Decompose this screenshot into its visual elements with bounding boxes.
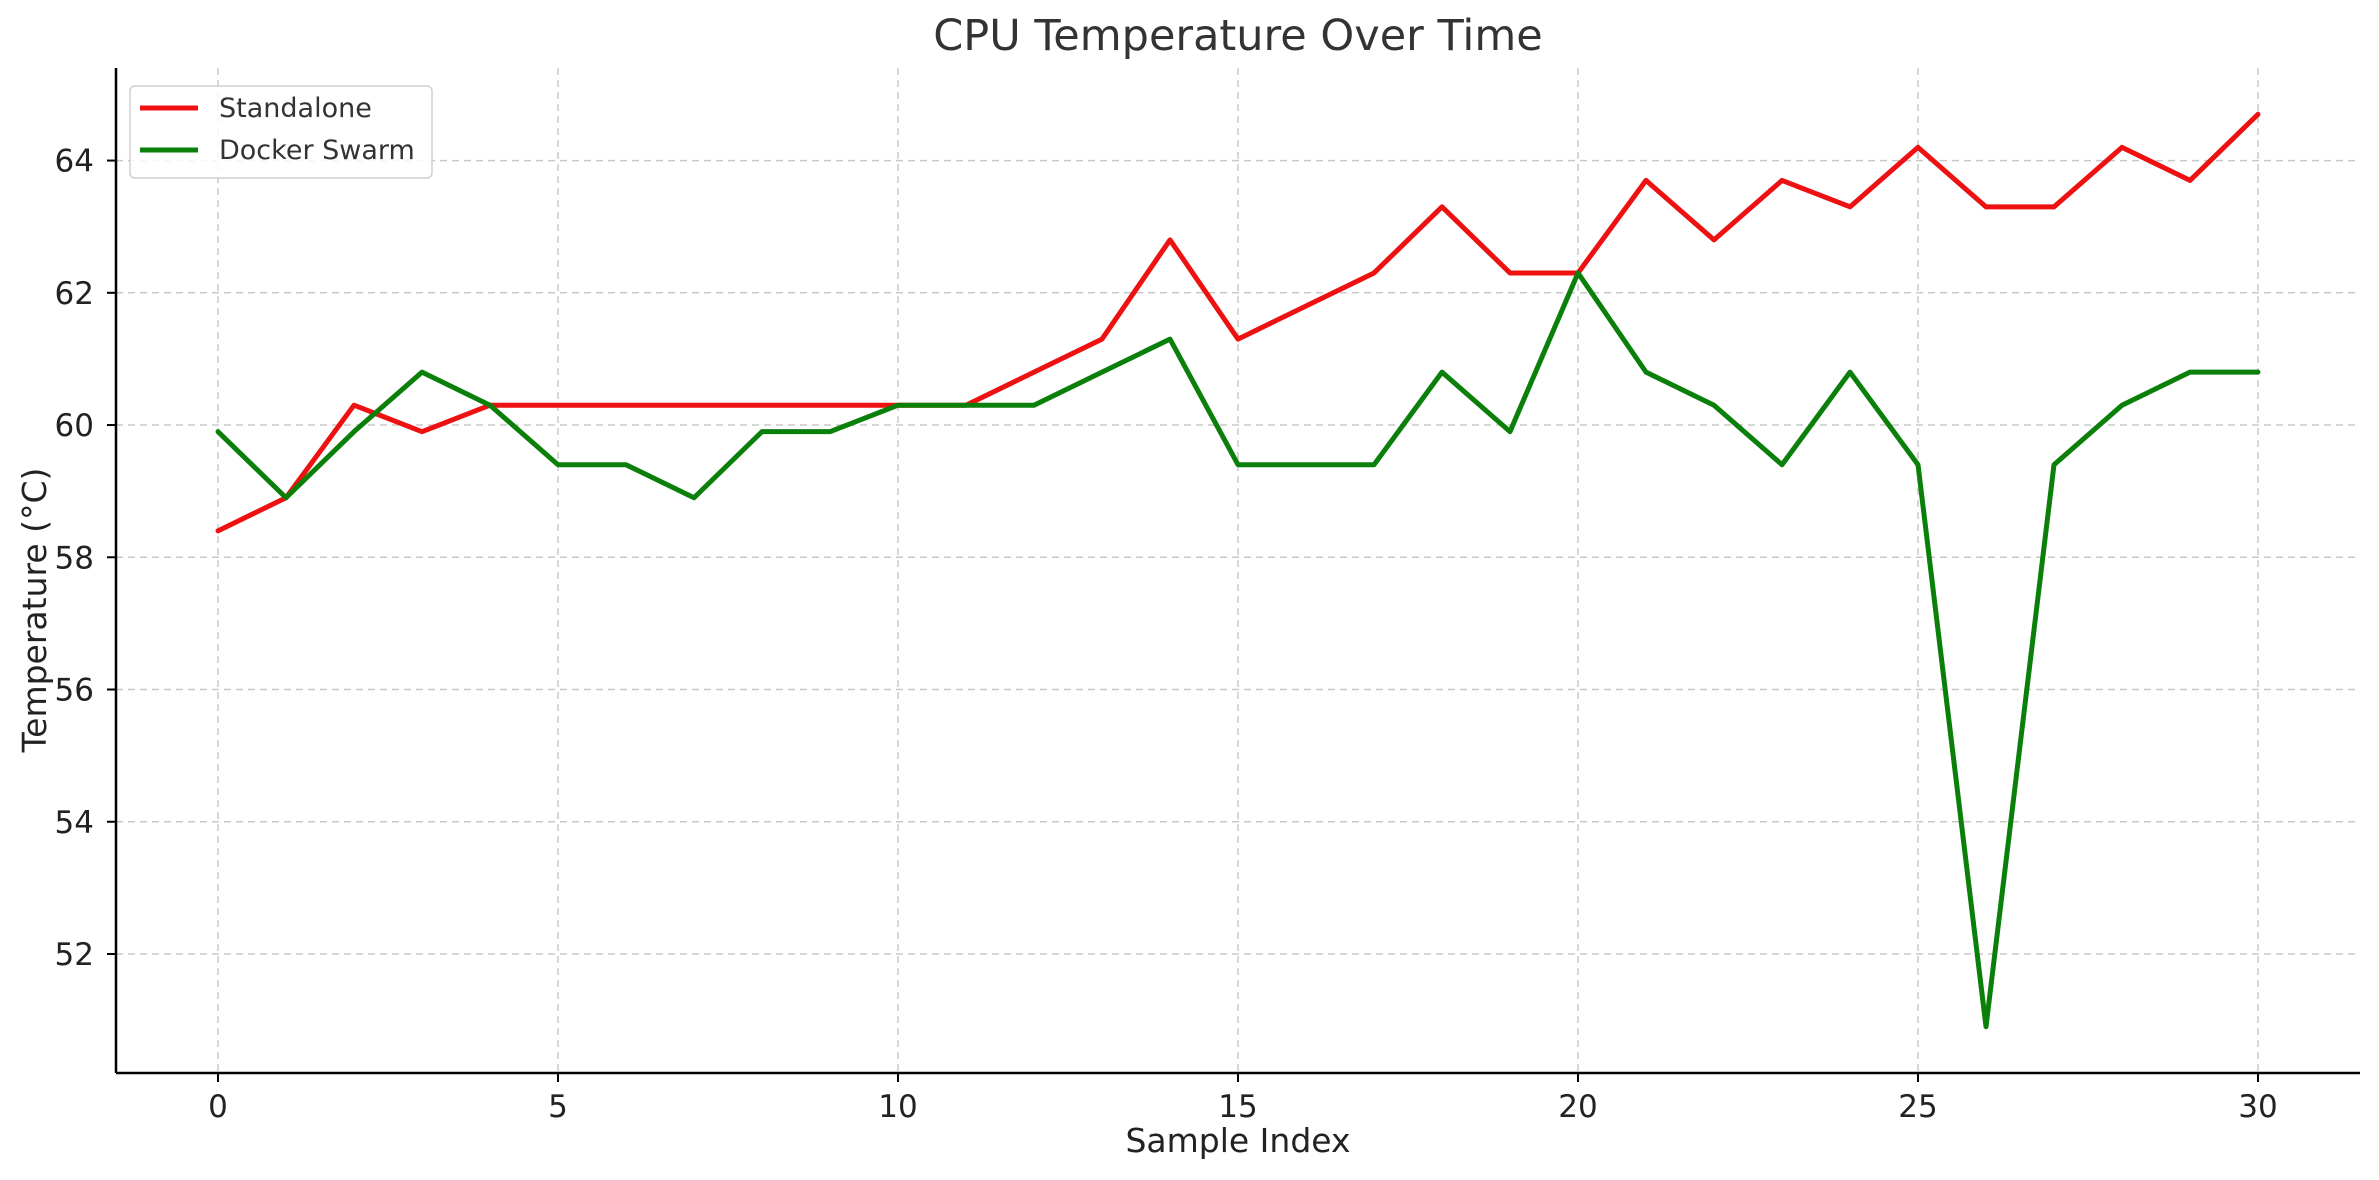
- y-tick-label: 56: [55, 673, 94, 709]
- series-line-standalone: [215, 111, 2261, 534]
- y-axis-label: Temperature (°C): [15, 468, 54, 754]
- chart-title: CPU Temperature Over Time: [933, 11, 1542, 61]
- x-tick-label: 5: [548, 1089, 568, 1125]
- tick-labels: 0 5 10 15 20 25 30 52 54 56 58 60 62 64: [55, 144, 2278, 1125]
- x-tick-label: 0: [208, 1089, 228, 1125]
- y-tick-label: 62: [55, 276, 94, 312]
- legend-label-standalone: Standalone: [219, 93, 372, 124]
- y-tick-label: 54: [55, 805, 94, 841]
- legend-label-docker-swarm: Docker Swarm: [219, 135, 415, 166]
- legend-box: [129, 85, 433, 179]
- x-tick-label: 15: [1218, 1089, 1257, 1125]
- y-tick-label: 58: [55, 540, 94, 576]
- series-lines: [215, 111, 2261, 1030]
- series-line-docker-swarm: [215, 270, 2261, 1030]
- grid-lines: [116, 68, 2360, 1073]
- x-tick-label: 10: [878, 1089, 917, 1125]
- x-tick-label: 30: [2238, 1089, 2277, 1125]
- y-tick-label: 60: [55, 408, 94, 444]
- x-tick-label: 20: [1558, 1089, 1597, 1125]
- y-tick-label: 52: [55, 937, 94, 973]
- x-tick-label: 25: [1898, 1089, 1937, 1125]
- y-tick-label: 64: [55, 144, 94, 180]
- legend: Standalone Docker Swarm: [129, 85, 433, 179]
- x-axis-label: Sample Index: [1125, 1121, 1350, 1160]
